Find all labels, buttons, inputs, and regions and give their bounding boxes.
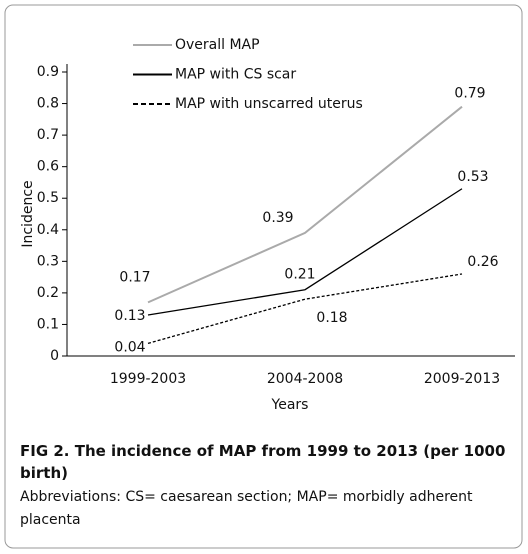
data-label: 0.04 <box>114 339 145 355</box>
legend-label: MAP with CS scar <box>175 67 296 83</box>
y-tick-label: 0.8 <box>37 96 59 112</box>
y-tick-label: 0.2 <box>37 285 59 301</box>
y-tick-label: 0.1 <box>37 316 59 332</box>
series-line <box>147 105 463 304</box>
caption-note: Abbreviations: CS= caesarean section; MA… <box>20 489 473 528</box>
data-label: 0.79 <box>454 86 485 102</box>
x-axis-label: Years <box>271 397 309 413</box>
y-tick-label: 0.4 <box>37 222 59 238</box>
y-tick-label: 0 <box>50 348 59 364</box>
y-axis-label: Incidence <box>20 180 36 247</box>
x-tick-label: 1999-2003 <box>110 371 186 387</box>
data-label: 0.21 <box>284 267 315 283</box>
data-label: 0.17 <box>119 269 150 285</box>
legend-label: MAP with unscarred uterus <box>175 96 363 112</box>
y-tick-label: 0.3 <box>37 253 59 269</box>
caption-box: FIG 2. The incidence of MAP from 1999 to… <box>20 440 510 532</box>
data-label: 0.13 <box>114 308 145 324</box>
series-line <box>147 188 463 316</box>
y-tick-label: 0.9 <box>37 64 59 80</box>
y-tick-label: 0.5 <box>37 190 59 206</box>
y-tick-label: 0.6 <box>37 159 59 175</box>
legend-label: Overall MAP <box>175 37 260 53</box>
series-line <box>147 273 463 345</box>
caption: FIG 2. The incidence of MAP from 1999 to… <box>20 440 510 532</box>
frame <box>4 4 523 549</box>
x-tick-label: 2009-2013 <box>424 371 500 387</box>
data-label: 0.53 <box>457 169 488 185</box>
caption-title: FIG 2. The incidence of MAP from 1999 to… <box>20 442 506 482</box>
y-tick-label: 0.7 <box>37 127 59 143</box>
data-label: 0.26 <box>467 254 498 270</box>
data-label: 0.39 <box>262 210 293 226</box>
data-label: 0.18 <box>316 310 347 326</box>
x-tick-label: 2004-2008 <box>267 371 343 387</box>
